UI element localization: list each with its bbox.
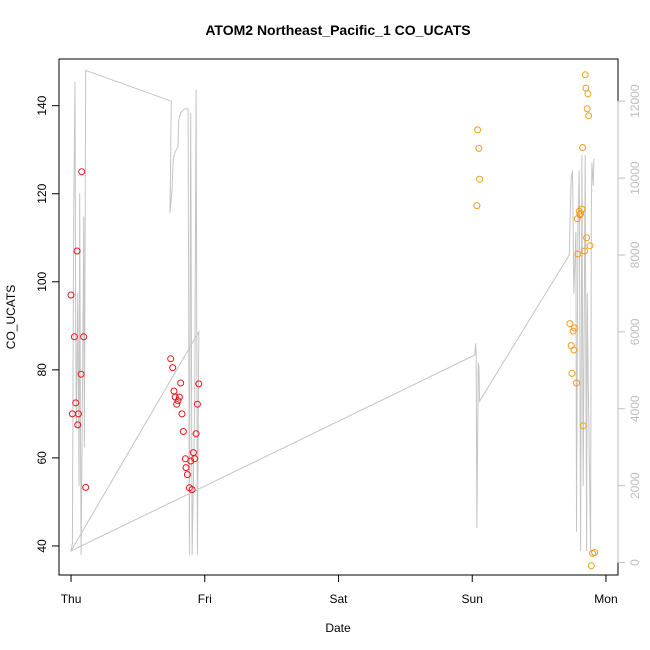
chart-title: ATOM2 Northeast_Pacific_1 CO_UCATS <box>205 22 470 38</box>
y2-tick-label: 0 <box>628 559 642 566</box>
data-point-s0-10 <box>82 483 90 491</box>
data-point-s0-28 <box>191 455 199 463</box>
data-point-s0-29 <box>192 430 200 438</box>
data-point-s1-23 <box>583 105 591 113</box>
data-point-s1-9 <box>571 324 578 332</box>
data-point-s1-24 <box>584 90 592 98</box>
y-tick-label: 80 <box>35 363 49 377</box>
y2-tick-label: 8000 <box>628 241 642 268</box>
data-point-s0-17 <box>175 393 183 401</box>
x-tick-label: Sun <box>462 592 483 606</box>
data-point-s0-20 <box>179 428 187 435</box>
data-point-s1-27 <box>587 562 595 570</box>
data-point-s1-29 <box>591 549 599 556</box>
data-point-s1-8 <box>570 346 578 354</box>
data-point-s0-15 <box>173 400 181 408</box>
x-tick-label: Mon <box>594 592 617 606</box>
data-point-s1-7 <box>569 327 577 335</box>
data-point-s0-22 <box>182 464 190 472</box>
y-axis-right: 0 2000 4000 6000 8000 10000 12000 <box>617 84 642 566</box>
data-point-s1-22 <box>583 234 591 242</box>
data-point-s0-2 <box>70 333 78 341</box>
data-point-s0-23 <box>183 471 191 479</box>
x-tick-label: Fri <box>198 592 212 606</box>
data-point-s1-21 <box>582 84 590 92</box>
data-point-s0-9 <box>80 333 88 341</box>
y2-tick-label: 4000 <box>628 395 642 422</box>
data-point-s1-4 <box>566 320 574 328</box>
data-point-s0-31 <box>195 380 203 388</box>
data-point-s1-2 <box>475 144 483 152</box>
data-point-s0-8 <box>78 168 86 176</box>
data-point-s1-6 <box>568 369 576 377</box>
data-point-s0-26 <box>188 486 196 494</box>
data-point-s0-19 <box>178 410 186 418</box>
data-point-s0-0 <box>67 291 75 299</box>
data-point-s1-26 <box>586 242 594 250</box>
data-point-s0-18 <box>177 379 185 387</box>
y2-tick-label: 10000 <box>628 161 642 195</box>
y-tick-label: 140 <box>35 95 49 115</box>
data-point-s0-25 <box>187 457 195 465</box>
data-point-s1-1 <box>474 126 482 134</box>
y-tick-label: 40 <box>35 539 49 553</box>
data-point-s1-20 <box>581 71 589 79</box>
y-tick-label: 100 <box>35 271 49 291</box>
x-axis: Thu Fri Sat Sun Mon <box>61 574 618 606</box>
y-tick-label: 120 <box>35 183 49 203</box>
altitude-line <box>69 69 595 555</box>
data-point-s0-30 <box>193 400 201 408</box>
data-point-s0-13 <box>170 387 178 395</box>
plot-frame <box>58 58 619 576</box>
y-axis-left: 40 60 80 100 120 140 <box>35 95 60 553</box>
y2-tick-label: 6000 <box>628 318 642 345</box>
data-point-s0-11 <box>167 355 175 363</box>
data-points-layer <box>67 71 599 570</box>
data-point-s1-0 <box>473 202 481 210</box>
y2-tick-label: 12000 <box>628 84 642 118</box>
data-point-s0-6 <box>74 410 82 418</box>
data-point-s0-7 <box>77 370 85 378</box>
altitude-line-layer <box>69 69 595 555</box>
x-tick-label: Thu <box>61 592 82 606</box>
data-point-s1-15 <box>577 210 585 217</box>
data-point-s0-1 <box>68 410 76 418</box>
data-point-s1-18 <box>579 422 587 430</box>
data-point-s1-17 <box>579 144 587 151</box>
y2-tick-label: 2000 <box>628 472 642 499</box>
data-point-s0-5 <box>74 421 82 429</box>
x-axis-label: Date <box>325 621 351 635</box>
data-point-s1-5 <box>567 342 575 350</box>
data-point-s0-16 <box>174 397 182 405</box>
data-point-s1-16 <box>578 205 586 213</box>
y-axis-label: CO_UCATS <box>4 285 18 349</box>
data-point-s1-3 <box>476 175 484 183</box>
data-point-s1-19 <box>581 247 589 255</box>
data-point-s1-12 <box>574 250 582 258</box>
data-point-s1-10 <box>573 379 580 387</box>
data-point-s0-4 <box>73 247 81 255</box>
data-point-s0-3 <box>72 399 80 407</box>
y-tick-label: 60 <box>35 451 49 465</box>
x-tick-label: Sat <box>329 592 348 606</box>
data-point-s1-25 <box>585 112 593 120</box>
data-point-s0-12 <box>169 364 177 372</box>
